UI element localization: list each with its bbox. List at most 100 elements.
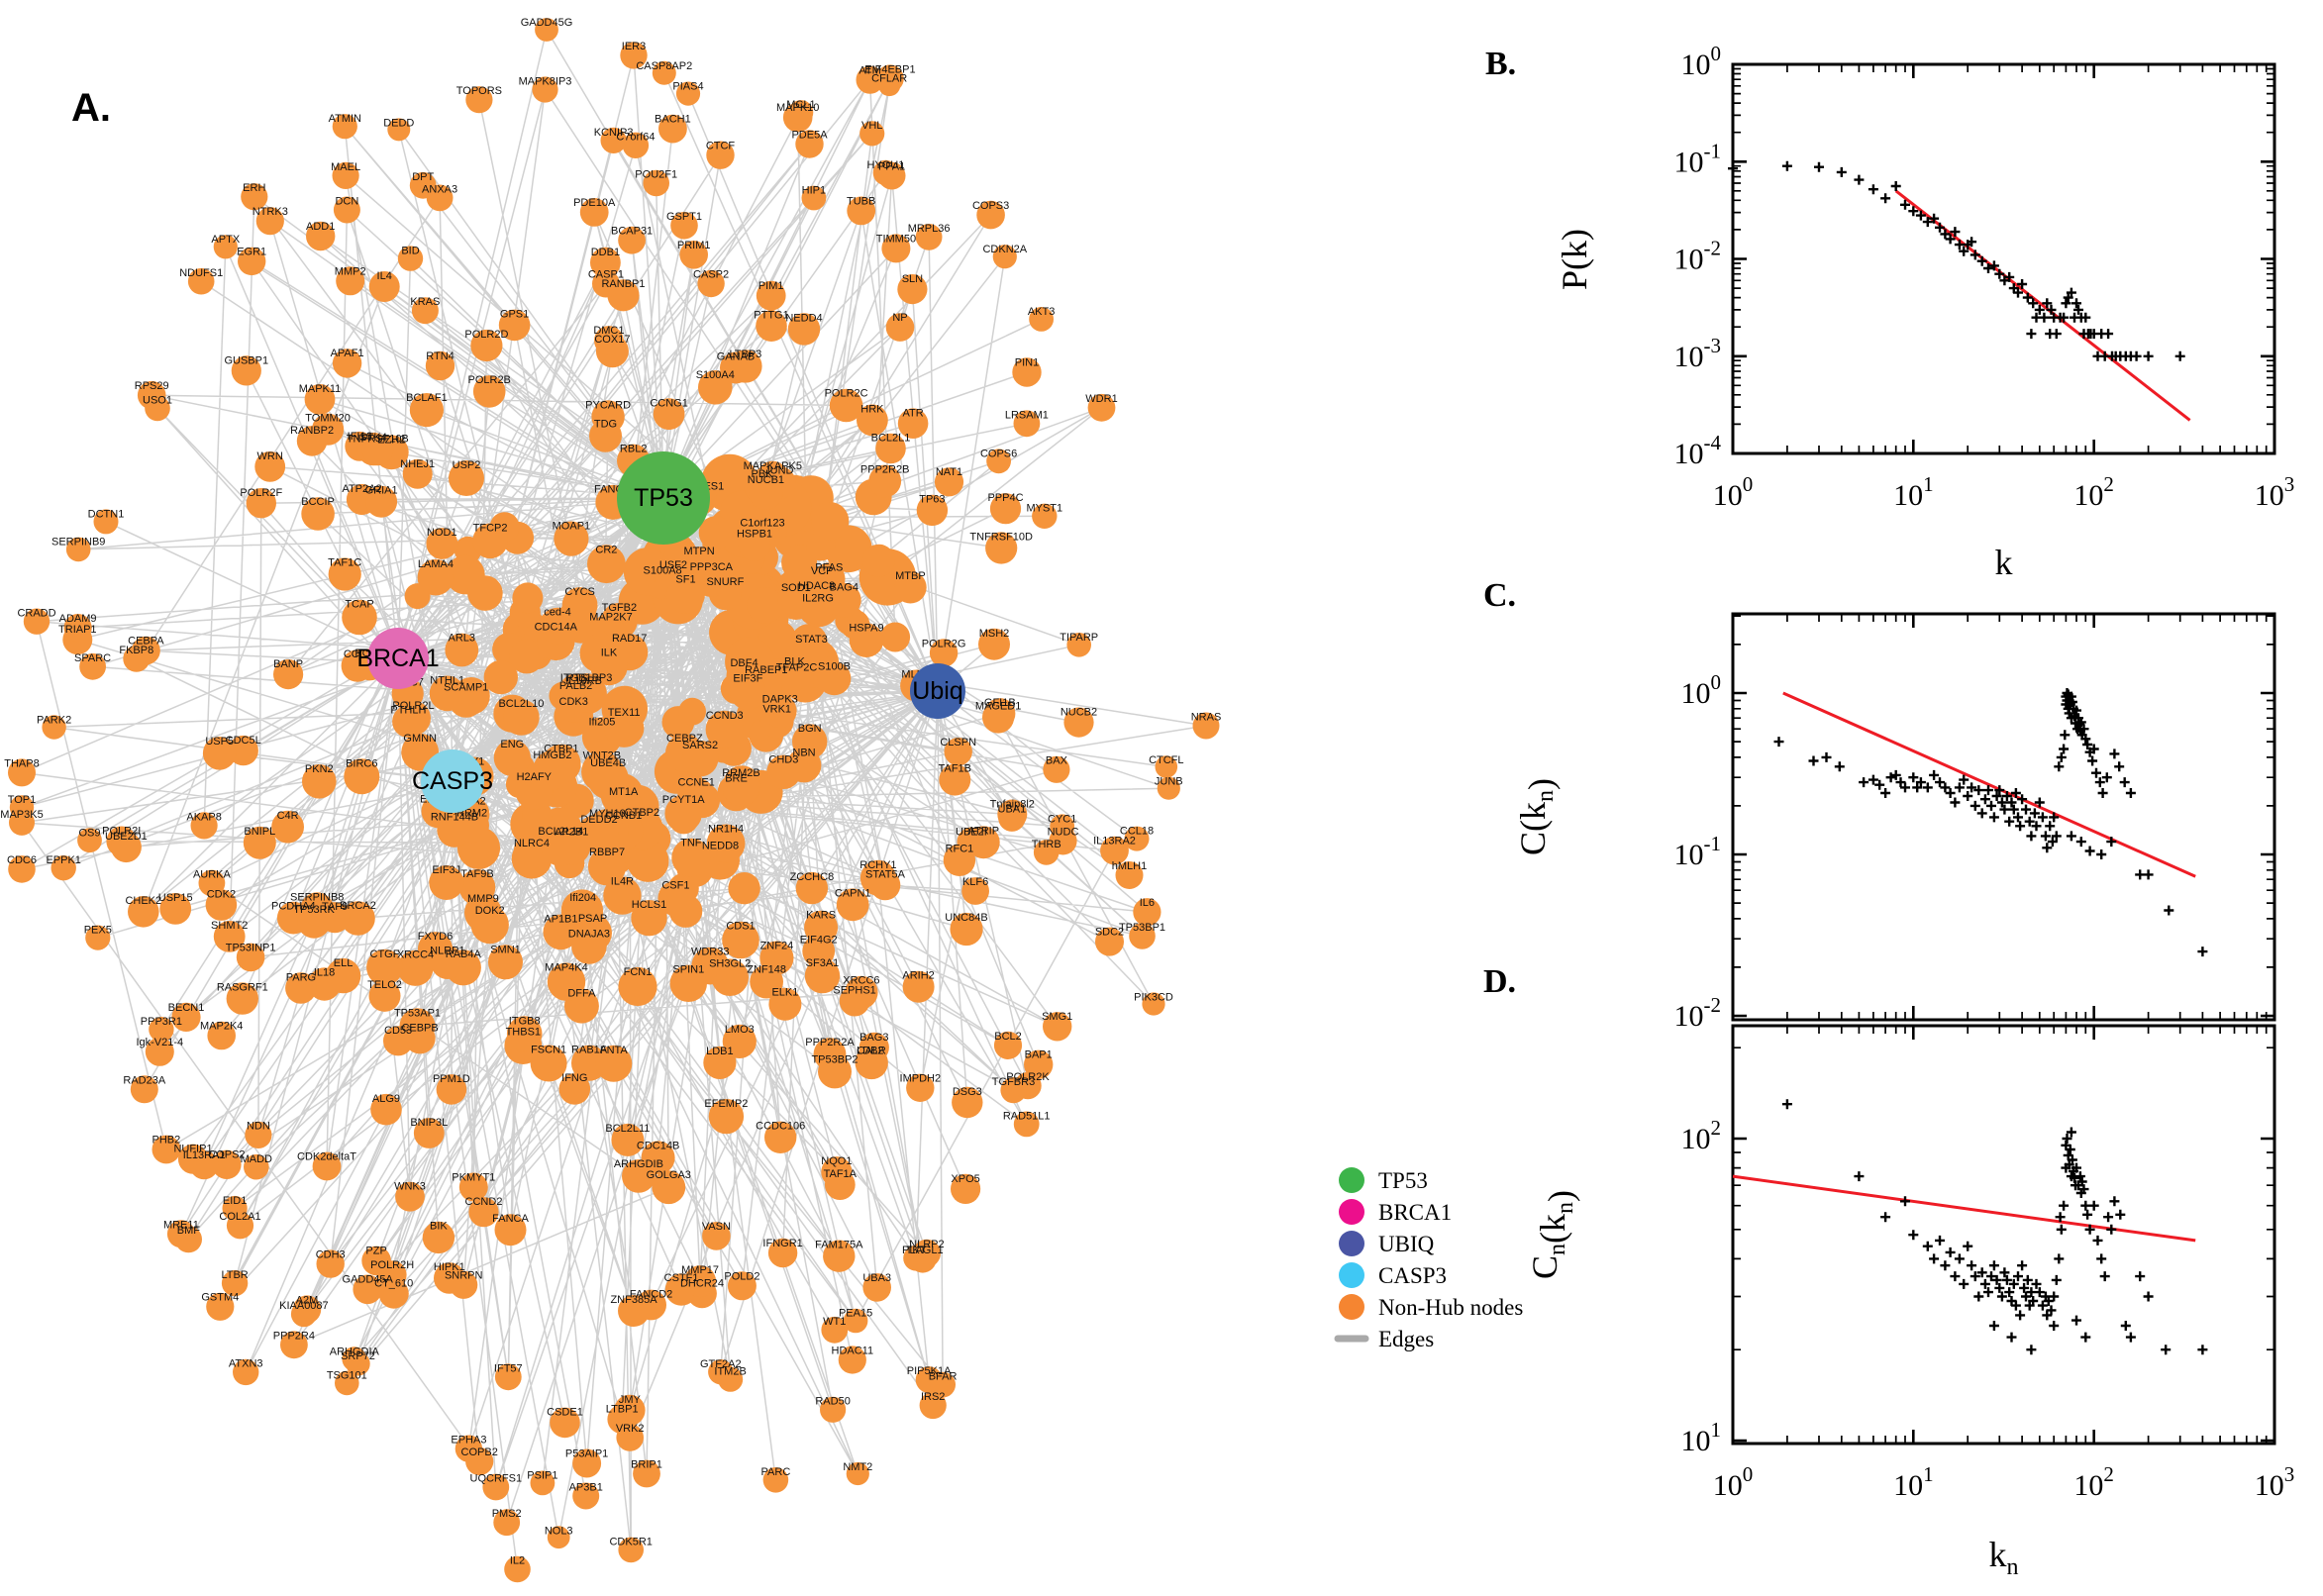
network-node (241, 183, 268, 211)
network-node-label: RRM2B (722, 767, 760, 779)
network-node-label: RFC1 (946, 844, 974, 855)
network-node-label: A2M (296, 1295, 319, 1307)
network-node (316, 1249, 345, 1278)
network-node-label: GUSBP1 (224, 354, 268, 366)
network-node (366, 948, 403, 986)
network-node-label: FKBP8 (119, 645, 153, 656)
network-node-label: LDB1 (706, 1046, 734, 1057)
legend-label: Edges (1378, 1327, 1434, 1351)
network-core-node (627, 840, 669, 882)
network-node-label: CHEK2 (125, 895, 161, 907)
network-node (65, 537, 91, 562)
network-node-label: COX17 (594, 334, 630, 346)
x-tick-label: 102 (2073, 1462, 2114, 1502)
network-node-label: POLR2D (464, 329, 508, 341)
network-node (77, 828, 102, 853)
network-node (206, 1292, 235, 1321)
network-node-label: IFNGR1 (762, 1238, 802, 1249)
network-node-label: NDUFS1 (179, 267, 223, 279)
network-node (862, 1273, 891, 1302)
network-node-label: TRIAP1 (58, 624, 97, 636)
network-node (821, 1316, 849, 1344)
network-node (618, 966, 657, 1007)
network-node-label: NEDD4 (785, 312, 822, 324)
network-node (857, 404, 888, 437)
network-node-label: ATMIN (329, 113, 361, 125)
network-node-label: NEDD8 (702, 841, 739, 852)
network-node (515, 772, 554, 810)
network-node-label: XPO5 (951, 1173, 979, 1185)
network-node-label: WDR33 (691, 947, 730, 958)
network-node-label: VCP (811, 565, 834, 577)
axis-minor-ticks (1733, 1026, 2274, 1444)
network-node-label: CDK3 (559, 696, 588, 708)
network-node-label: DDB1 (591, 247, 620, 258)
hub-label-brca1: BRCA1 (356, 645, 439, 672)
network-node-label: PDE10A (573, 197, 616, 209)
network-node (788, 100, 814, 125)
legend-item-casp3: CASP3 (1339, 1262, 1447, 1288)
network-node-label: CTCF (706, 140, 736, 151)
network-node-label: MTBP (895, 570, 926, 582)
network-node (383, 1026, 414, 1056)
network-node (894, 570, 927, 604)
network-node (445, 633, 479, 667)
network-node-label: NUCB2 (1060, 707, 1097, 719)
network-node (986, 449, 1011, 474)
network-node-label: NOD1 (427, 527, 457, 539)
network-node-label: Igk-V21-4 (136, 1037, 183, 1048)
network-core-node (861, 544, 895, 577)
network-node-label: BNIP3L (410, 1117, 448, 1129)
network-node (482, 1473, 510, 1501)
network-node (1142, 992, 1165, 1016)
network-node-label: APTX (211, 234, 240, 246)
network-node-label: USF2 (659, 559, 687, 571)
network-node-label: CAPN1 (835, 888, 871, 900)
network-node-label: PPP2R2A (805, 1037, 855, 1048)
network-node-label: RAD17 (612, 633, 647, 645)
network-node (600, 127, 627, 153)
network-node-label: EPPK1 (46, 854, 80, 866)
network-node-label: C7orf64 (616, 132, 655, 144)
network-node (587, 848, 627, 886)
legend-swatch-dot (1339, 1262, 1364, 1288)
network-node-label: PIAS4 (672, 81, 703, 93)
network-node (304, 384, 336, 415)
network-node-label: BRIP1 (631, 1459, 662, 1471)
network-node (404, 1023, 436, 1054)
network-node-label: PEX5 (84, 924, 112, 936)
network-node-label: TKT (906, 1245, 927, 1256)
network-node (332, 114, 357, 140)
network-node-label: WT1 (823, 1316, 846, 1328)
network-node-label: HYOU1 (866, 159, 904, 171)
network-node (729, 349, 762, 383)
network-node (607, 1404, 637, 1435)
axis-major-ticks (1731, 614, 2276, 1020)
network-node-label: NUDC (1048, 826, 1079, 838)
network-node (307, 967, 342, 1001)
network-node-label: BAG3 (859, 1032, 888, 1044)
network-node-label: IRS2 (921, 1391, 945, 1403)
network-node-label: DFFA (567, 988, 596, 1000)
network-node-label: FNTA (600, 1045, 629, 1056)
network-node-label: MYST1 (1026, 503, 1062, 515)
network-node (392, 705, 425, 738)
network-node (939, 763, 971, 796)
network-node (1095, 927, 1124, 956)
network-node (711, 958, 749, 996)
network-node-label: EPHA3 (451, 1435, 486, 1446)
network-node-label: MMP2 (335, 265, 366, 277)
hub-node-brca1 (367, 628, 429, 689)
network-node-label: SRP72 (341, 1350, 375, 1362)
network-node-label: H2AFY (517, 771, 553, 783)
network-node-label: CDK5R1 (609, 1537, 652, 1548)
network-node (187, 267, 215, 295)
network-node (8, 855, 36, 883)
network-node (826, 582, 861, 618)
network-node (110, 832, 142, 863)
network-node (957, 827, 986, 856)
network-node (643, 169, 669, 197)
y-axis-label: C(kn) (1513, 778, 1561, 855)
network-node-label: LTBR (221, 1269, 248, 1281)
